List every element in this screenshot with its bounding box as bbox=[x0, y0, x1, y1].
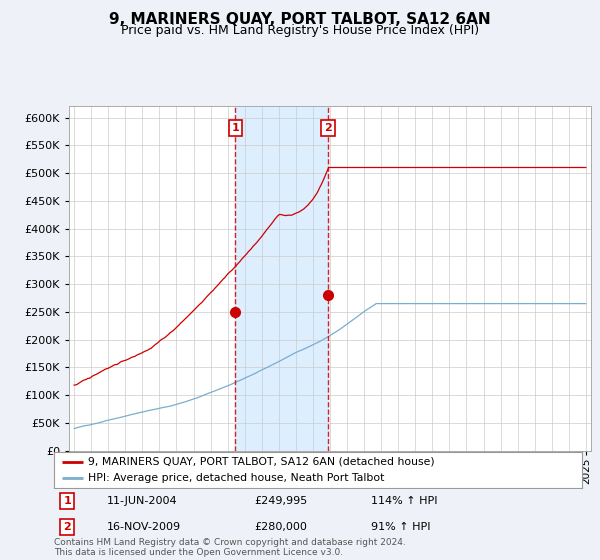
Text: Contains HM Land Registry data © Crown copyright and database right 2024.
This d: Contains HM Land Registry data © Crown c… bbox=[54, 538, 406, 557]
Text: Price paid vs. HM Land Registry's House Price Index (HPI): Price paid vs. HM Land Registry's House … bbox=[121, 24, 479, 37]
Text: 91% ↑ HPI: 91% ↑ HPI bbox=[371, 522, 430, 532]
Bar bbox=[235, 106, 328, 451]
Text: 9, MARINERS QUAY, PORT TALBOT, SA12 6AN (detached house): 9, MARINERS QUAY, PORT TALBOT, SA12 6AN … bbox=[88, 457, 435, 466]
Text: 1: 1 bbox=[64, 496, 71, 506]
Text: 114% ↑ HPI: 114% ↑ HPI bbox=[371, 496, 437, 506]
Text: £280,000: £280,000 bbox=[254, 522, 308, 532]
Text: 16-NOV-2009: 16-NOV-2009 bbox=[107, 522, 181, 532]
Text: 2: 2 bbox=[324, 123, 332, 133]
Text: 1: 1 bbox=[231, 123, 239, 133]
Text: 2: 2 bbox=[64, 522, 71, 532]
Text: HPI: Average price, detached house, Neath Port Talbot: HPI: Average price, detached house, Neat… bbox=[88, 474, 385, 483]
Text: 11-JUN-2004: 11-JUN-2004 bbox=[107, 496, 178, 506]
Text: £249,995: £249,995 bbox=[254, 496, 308, 506]
Text: 9, MARINERS QUAY, PORT TALBOT, SA12 6AN: 9, MARINERS QUAY, PORT TALBOT, SA12 6AN bbox=[109, 12, 491, 27]
